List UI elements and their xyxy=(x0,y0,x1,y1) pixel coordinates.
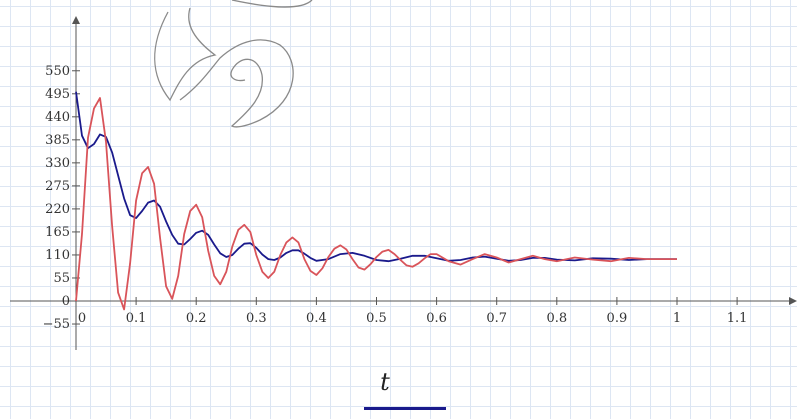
axes xyxy=(10,16,797,350)
y-tick-label: 385 xyxy=(45,133,70,148)
y-tick-label: 220 xyxy=(45,202,70,217)
series-line-red xyxy=(75,97,677,311)
x-tick-label: 0.4 xyxy=(306,311,327,326)
y-tick-label: 440 xyxy=(45,110,70,125)
y-tick-label: 275 xyxy=(45,179,70,194)
x-tick-label: 0.3 xyxy=(246,311,267,326)
series-line-blue xyxy=(75,91,677,263)
y-tick-label: 330 xyxy=(45,156,70,171)
x-tick-label: 0.1 xyxy=(126,311,147,326)
x-tick-label: 0.6 xyxy=(426,311,447,326)
x-tick-label: 1.1 xyxy=(727,311,748,326)
x-tick-label: 0.8 xyxy=(546,311,567,326)
legend-swatch xyxy=(364,407,446,410)
x-axis-arrow xyxy=(789,297,797,305)
x-tick-label: 0.2 xyxy=(186,311,207,326)
y-tick-label: 55 xyxy=(53,271,70,286)
x-tick-label: 0 xyxy=(78,311,86,326)
y-axis-arrow xyxy=(72,16,80,24)
x-tick-label: 0.5 xyxy=(366,311,387,326)
y-tick-label: 165 xyxy=(45,225,70,240)
y-tick-label: 495 xyxy=(45,87,70,102)
y-tick-label: 550 xyxy=(45,64,70,79)
x-tick-label: 0.7 xyxy=(486,311,507,326)
x-axis-label: t xyxy=(380,368,390,396)
y-tick-label: −55 xyxy=(43,317,70,332)
y-tick-label: 0 xyxy=(62,294,70,309)
x-tick-label: 1 xyxy=(673,311,681,326)
tick-marks: 0 0.1 0.2 0.3 0.4 0.5 0.6 0.7 0.8 0.9 1 1.1 −55 0 55 11… xyxy=(43,64,748,332)
x-tick-label: 0.9 xyxy=(607,311,628,326)
watermark-logo xyxy=(154,0,313,128)
y-tick-label: 110 xyxy=(45,248,70,263)
series-layer xyxy=(75,91,677,311)
